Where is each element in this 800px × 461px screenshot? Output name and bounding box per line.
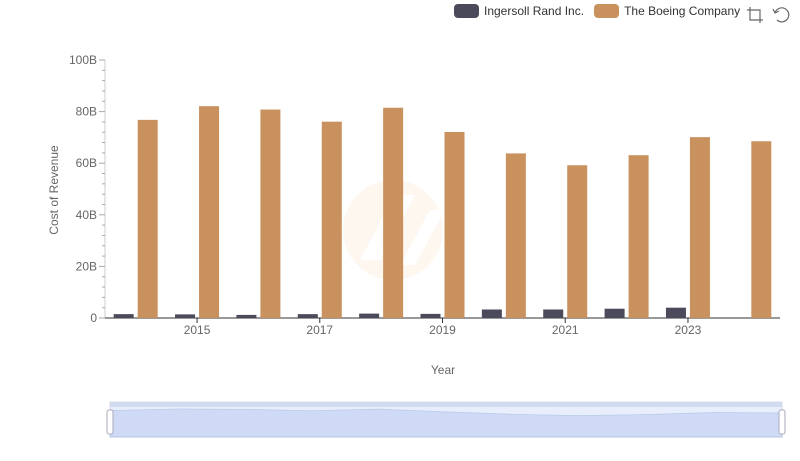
bar-ingersoll-rand[interactable] (113, 314, 134, 318)
bar-boeing[interactable] (444, 131, 465, 318)
data-zoom-slider[interactable] (106, 401, 786, 438)
legend: Ingersoll Rand Inc. The Boeing Company (454, 4, 750, 18)
legend-swatch-boeing (594, 4, 620, 18)
legend-label-ingersoll-rand: Ingersoll Rand Inc. (484, 4, 585, 18)
restore-icon[interactable] (772, 6, 790, 24)
legend-label-boeing: The Boeing Company (624, 4, 741, 18)
bar-ingersoll-rand[interactable] (175, 314, 196, 318)
x-axis-title: Year (431, 363, 455, 377)
x-tick-label: 2019 (429, 323, 456, 337)
zoom-icon[interactable] (746, 6, 764, 24)
y-axis: 0 20B 40B 60B 80B 100B (69, 53, 106, 325)
bar-ingersoll-rand[interactable] (604, 308, 625, 318)
x-tick-label: 2017 (306, 323, 333, 337)
y-tick-label: 20B (76, 259, 97, 273)
bar-ingersoll-rand[interactable] (481, 309, 502, 318)
legend-item-ingersoll-rand[interactable]: Ingersoll Rand Inc. (454, 4, 584, 18)
bar-boeing[interactable] (751, 141, 772, 318)
bar-boeing[interactable] (260, 109, 281, 318)
y-tick-label: 0 (90, 311, 97, 325)
bar-boeing[interactable] (321, 121, 342, 318)
bar-boeing[interactable] (689, 137, 710, 318)
y-tick-label: 40B (76, 208, 97, 222)
bar-boeing[interactable] (199, 106, 220, 318)
bar-ingersoll-rand[interactable] (297, 314, 318, 318)
legend-item-boeing[interactable]: The Boeing Company (594, 4, 740, 18)
x-axis: 2015 2017 2019 2021 2023 (105, 317, 780, 337)
zoom-handle-right[interactable] (778, 409, 786, 435)
y-tick-label: 100B (69, 53, 97, 67)
bar-ingersoll-rand[interactable] (543, 309, 564, 318)
bar-boeing[interactable] (628, 155, 649, 318)
bar-ingersoll-rand[interactable] (420, 313, 441, 318)
legend-swatch-ingersoll-rand (454, 4, 479, 18)
bar-ingersoll-rand[interactable] (236, 314, 257, 318)
bar-boeing[interactable] (383, 107, 404, 318)
bar-ingersoll-rand[interactable] (665, 307, 686, 318)
bar-series (113, 106, 772, 318)
zoom-handle-left[interactable] (106, 409, 114, 435)
x-tick-label: 2015 (184, 323, 211, 337)
y-axis-title: Cost of Revenue (47, 145, 61, 235)
x-tick-label: 2023 (675, 323, 702, 337)
bar-boeing[interactable] (505, 153, 526, 318)
zoom-top-bar (110, 402, 782, 407)
bar-boeing[interactable] (567, 165, 588, 318)
y-tick-label: 80B (76, 105, 97, 119)
bar-boeing[interactable] (137, 119, 158, 318)
y-tick-label: 60B (76, 156, 97, 170)
x-tick-label: 2021 (552, 323, 579, 337)
bar-ingersoll-rand[interactable] (359, 313, 380, 318)
zoom-preview-area (109, 408, 783, 438)
